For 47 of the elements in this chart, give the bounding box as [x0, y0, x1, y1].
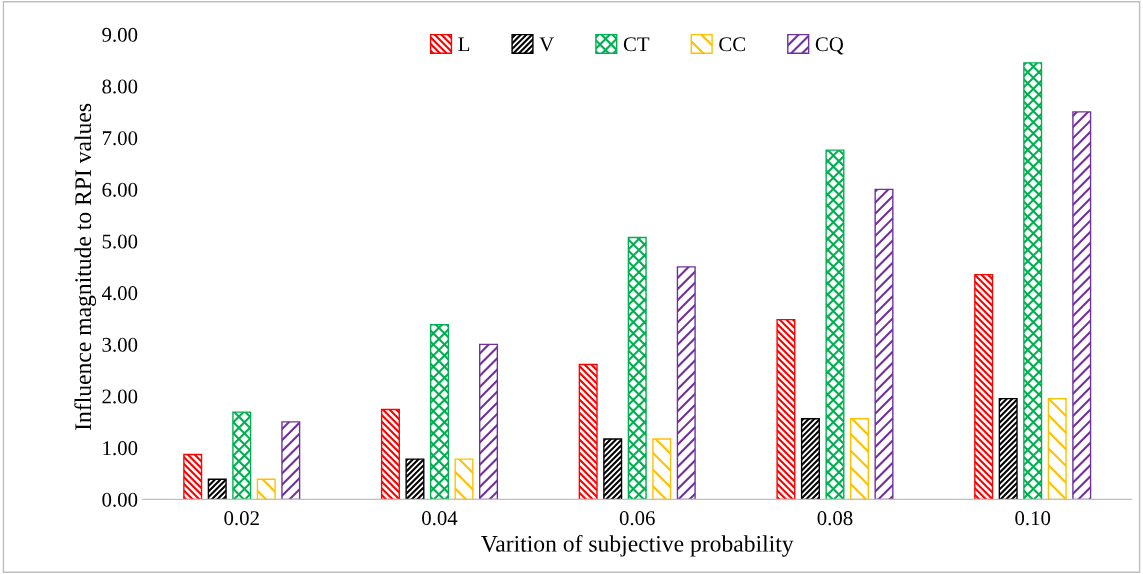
legend-label: CT: [623, 37, 650, 52]
x-tick-label: 0.02: [224, 511, 259, 526]
bar: [776, 318, 796, 500]
y-tick-label: 3.00: [102, 337, 138, 352]
bar: [183, 453, 203, 500]
x-tick-label: 0.04: [422, 511, 458, 526]
bar: [1072, 111, 1092, 500]
bar: [479, 343, 499, 500]
x-tick-label: 0.08: [817, 511, 853, 526]
bar: [974, 273, 994, 500]
y-tick-label: 5.00: [102, 234, 138, 249]
legend-label: CQ: [815, 37, 844, 55]
bar: [578, 363, 598, 500]
bar: [603, 438, 623, 500]
y-tick-label: 7.00: [102, 131, 138, 146]
bar: [800, 418, 820, 500]
bar: [652, 438, 672, 500]
bar: [998, 397, 1018, 500]
bar: [405, 458, 425, 500]
y-tick-label: 8.00: [102, 79, 138, 94]
bar: [1047, 397, 1067, 500]
bar: [825, 149, 845, 500]
y-tick-label: 4.00: [101, 286, 138, 301]
bar: [380, 408, 400, 500]
legend-label: V: [539, 37, 554, 52]
x-axis-title: Varition of subjective probability: [481, 534, 794, 557]
y-tick-label: 9.00: [102, 27, 138, 42]
legend-label: CC: [719, 37, 745, 52]
legend-label: L: [458, 37, 470, 52]
bar: [207, 478, 227, 500]
bar: [256, 478, 276, 500]
bar: [1023, 62, 1043, 500]
bar: [281, 421, 301, 500]
bar: [627, 236, 647, 500]
y-tick-label: 6.00: [102, 182, 138, 197]
y-tick-label: 1.00: [103, 441, 138, 456]
y-tick-label: 2.00: [102, 389, 138, 404]
bar: [429, 324, 450, 500]
y-tick-label: 0.00: [102, 492, 138, 507]
x-tick-label: 0.10: [1015, 511, 1051, 526]
bar: [454, 458, 474, 500]
bar: [676, 266, 696, 500]
bar: [849, 418, 870, 500]
y-axis-title: Influence magnitude to RPI values: [74, 103, 96, 430]
bar: [232, 411, 252, 500]
bar: [874, 188, 894, 500]
x-tick-label: 0.06: [619, 511, 655, 526]
